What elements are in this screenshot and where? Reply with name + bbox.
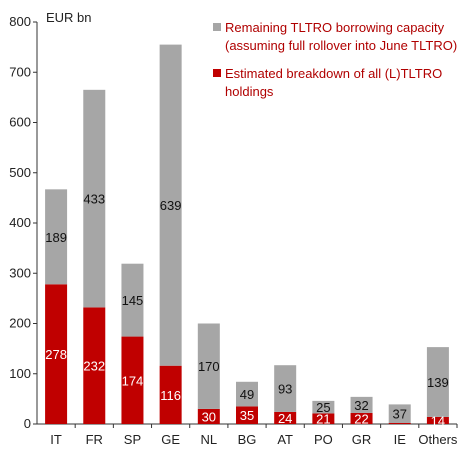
- y-tick-label: 0: [24, 416, 31, 431]
- legend-swatch: [213, 23, 221, 31]
- x-tick-label: PO: [314, 432, 333, 447]
- y-tick-label: 500: [9, 165, 31, 180]
- data-label-remaining: 32: [354, 398, 368, 413]
- bar-segment-tltro-holdings: [83, 307, 106, 424]
- legend: Remaining TLTRO borrowing capacity (assum…: [213, 20, 457, 99]
- data-label-holdings: 21: [316, 412, 330, 427]
- legend-label: Remaining TLTRO borrowing capacity: [225, 20, 445, 35]
- bar-segment-tltro-holdings: [388, 422, 411, 424]
- y-tick-label: 200: [9, 316, 31, 331]
- unit-label: EUR bn: [46, 10, 92, 25]
- data-label-remaining: 37: [392, 407, 406, 422]
- legend-label: (assuming full rollover into June TLTRO): [225, 38, 457, 53]
- data-label-holdings: 232: [83, 359, 105, 374]
- bar-segment-remaining-capacity: [426, 347, 449, 417]
- x-tick-label: Others: [418, 432, 458, 447]
- data-label-remaining: 139: [427, 375, 449, 390]
- y-tick-label: 600: [9, 115, 31, 130]
- x-tick-label: IE: [394, 432, 407, 447]
- y-tick-label: 800: [9, 14, 31, 29]
- legend-label: Estimated breakdown of all (L)TLTRO: [225, 66, 442, 81]
- bar-segment-remaining-capacity: [45, 189, 68, 285]
- bar-segment-remaining-capacity: [274, 365, 297, 412]
- data-label-remaining: 25: [316, 400, 330, 415]
- data-label-remaining: 93: [278, 382, 292, 397]
- data-label-holdings: 174: [122, 373, 144, 388]
- x-tick-label: GE: [161, 432, 180, 447]
- x-tick-label: IT: [50, 432, 62, 447]
- bar-segment-tltro-holdings: [312, 413, 335, 424]
- bar-segment-remaining-capacity: [236, 381, 258, 407]
- x-tick-label: GR: [352, 432, 372, 447]
- bar-segment-tltro-holdings: [236, 406, 258, 424]
- bar-segment-tltro-holdings: [197, 408, 220, 424]
- bar-segment-remaining-capacity: [312, 400, 335, 414]
- bar-segment-remaining-capacity: [197, 323, 220, 409]
- data-label-holdings: 14: [431, 413, 445, 428]
- data-label-holdings: 22: [354, 411, 368, 426]
- x-tick-label: SP: [124, 432, 141, 447]
- value-labels: 2781892324331741451166393017035492493212…: [45, 192, 449, 429]
- bar-segment-remaining-capacity: [159, 44, 182, 366]
- data-label-remaining: 433: [83, 192, 105, 207]
- data-label-holdings: 116: [160, 388, 181, 403]
- data-label-remaining: 639: [160, 198, 182, 213]
- bar-segment-remaining-capacity: [83, 89, 106, 308]
- data-label-holdings: 30: [202, 409, 216, 424]
- data-label-remaining: 170: [198, 359, 220, 374]
- data-label-holdings: 35: [240, 408, 254, 423]
- y-tick-label: 100: [9, 366, 31, 381]
- bar-segment-remaining-capacity: [121, 263, 144, 337]
- bar-segment-tltro-holdings: [350, 412, 373, 424]
- axes: 0 100 200 300 400 500 600 700 800 IT FR SP GE NL BG AT P…: [9, 14, 458, 447]
- y-tick-label: 300: [9, 265, 31, 280]
- data-label-holdings: 278: [45, 347, 67, 362]
- data-label-remaining: 189: [45, 230, 67, 245]
- bar-segment-remaining-capacity: [388, 404, 411, 423]
- y-tick-label: 400: [9, 215, 31, 230]
- data-label-holdings: 24: [278, 411, 292, 426]
- data-label-remaining: 49: [240, 387, 254, 402]
- bar-segment-tltro-holdings: [274, 411, 297, 424]
- bar-segment-tltro-holdings: [159, 365, 182, 424]
- bar-segment-tltro-holdings: [121, 336, 144, 424]
- bar-segment-tltro-holdings: [426, 416, 449, 424]
- x-tick-label: AT: [277, 432, 293, 447]
- x-tick-label: FR: [86, 432, 103, 447]
- y-tick-label: 700: [9, 64, 31, 79]
- legend-swatch: [213, 69, 221, 77]
- legend-label: holdings: [225, 84, 274, 99]
- x-tick-label: NL: [201, 432, 218, 447]
- bars: [45, 44, 449, 424]
- bar-segment-remaining-capacity: [350, 396, 373, 413]
- bar-segment-tltro-holdings: [45, 284, 68, 424]
- x-tick-label: BG: [238, 432, 257, 447]
- data-label-remaining: 145: [122, 293, 144, 308]
